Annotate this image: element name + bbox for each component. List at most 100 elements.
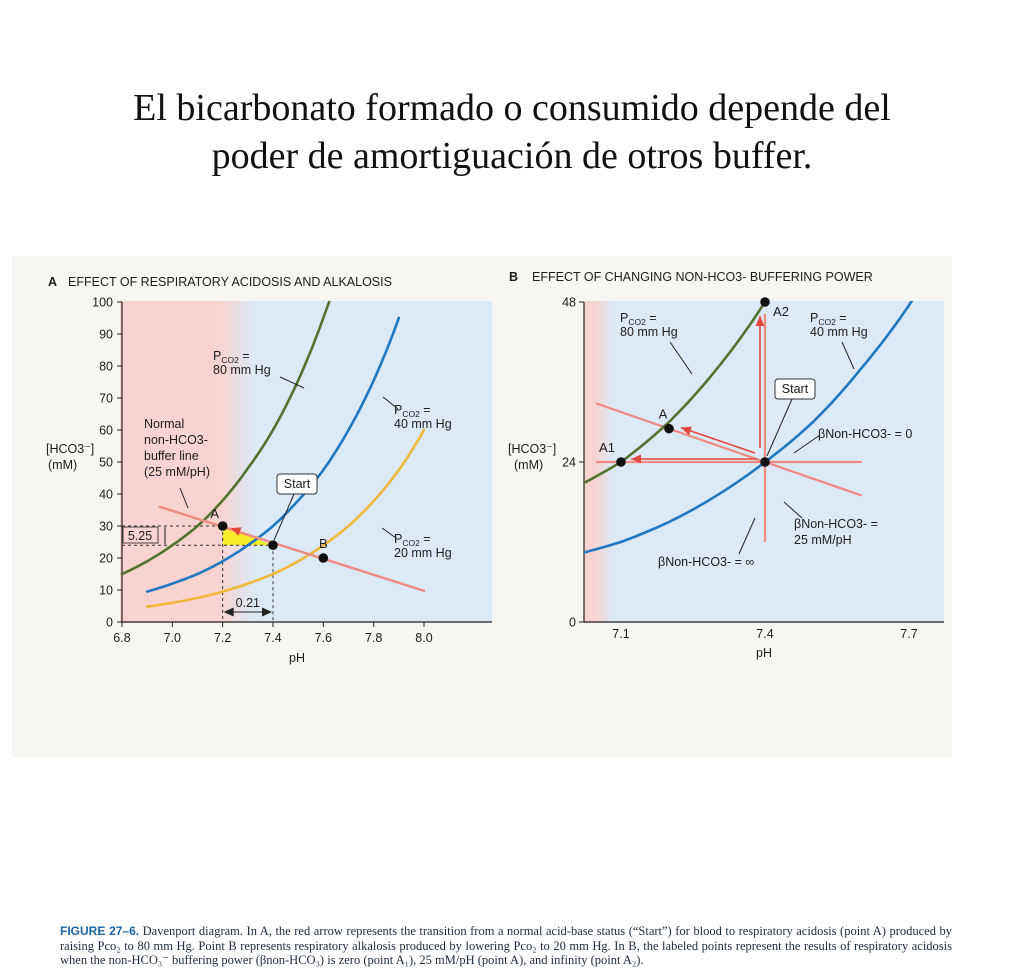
panel-a-dx-head-right (262, 607, 272, 617)
panel-b-arrow-a2-head (755, 316, 765, 326)
title-line-2: poder de amortiguación de otros buffer. (211, 135, 813, 177)
panel-b-start-leader (766, 398, 793, 457)
davenport-figure: A EFFECT OF RESPIRATORY ACIDOSIS AND ALKA… (46, 270, 944, 665)
panel-a-leader-40 (382, 396, 399, 410)
panel-a-ytick-label: 60 (99, 424, 113, 438)
panel-a-dy-label: 5.25 (128, 529, 152, 543)
panel-b-curve-pco2-80 (584, 301, 767, 485)
panel-a-normal-label-line: non-HCO3- (144, 433, 208, 447)
panel-a-ytick-label: 10 (99, 584, 113, 598)
panel-a-ytick-label: 30 (99, 520, 113, 534)
panel-a-y-unit: (mM) (48, 458, 77, 472)
panel-b-label-pco2-40-value: 40 mm Hg (810, 325, 868, 339)
panel-a-letter: A (48, 275, 57, 289)
panel-a-background (120, 301, 492, 623)
panel-b-point-a1 (616, 457, 626, 467)
panel-a-ytick-label: 0 (106, 616, 113, 630)
panel-a-start-box (276, 473, 318, 495)
panel-a-curve-pco2-80 (120, 301, 331, 576)
panel-a-ytick-label: 100 (92, 296, 113, 310)
panel-b-y-unit: (mM) (514, 458, 543, 472)
panel-a-curve-pco2-40 (145, 316, 401, 593)
panel-a-y-label: [HCO3⁻] (46, 442, 94, 456)
panel-a-dx-head-left (223, 607, 234, 617)
panel-a-start-label: Start (284, 477, 311, 491)
panel-b-arrow-a1-head (631, 454, 641, 464)
panel-b-leader-40 (841, 341, 855, 370)
panel-b-leader-beta-infinity (738, 517, 756, 555)
panel-a-leader-80 (279, 376, 305, 389)
panel-a-normal-label-line: buffer line (144, 449, 199, 463)
panel-a-xtick-label: 6.8 (113, 631, 130, 645)
panel-a-normal-leader (179, 487, 189, 509)
panel-b-arrow-a-shaft (680, 426, 756, 454)
panel-b-arrow-a-head (681, 426, 692, 436)
panel-a-shaded-triangle (222, 526, 273, 546)
panel-a-normal-label-line: (25 mM/pH) (144, 465, 210, 479)
figure-scan: A EFFECT OF RESPIRATORY ACIDOSIS AND ALKA… (12, 256, 952, 967)
caption-label: FIGURE 27–6. (60, 924, 140, 938)
panel-b-point-a (664, 423, 674, 434)
panel-b-leader-beta-25 (783, 501, 803, 519)
panel-a-xtick-label: 7.8 (365, 631, 382, 645)
panel-b-label-pco2-40: PCO2 = (810, 311, 847, 327)
panel-b-start-label: Start (782, 382, 809, 396)
slide-title: El bicarbonato formado o consumido depen… (0, 84, 1024, 180)
panel-b-xtick-label: 7.1 (612, 627, 629, 641)
panel-b-label-beta-zero: βNon-HCO3- = 0 (818, 427, 912, 441)
panel-b-label-beta-25: βNon-HCO3- = (794, 517, 878, 531)
panel-b-xtick-label: 7.4 (756, 627, 773, 641)
panel-a-label-pco2-80: PCO2 = (213, 349, 250, 365)
panel-a-label-pco2-20: PCO2 = (394, 532, 431, 548)
figure-caption: FIGURE 27–6. Davenport diagram. In A, th… (60, 924, 952, 968)
title-line-1: El bicarbonato formado o consumido depen… (133, 87, 891, 129)
panel-a-point-a (217, 521, 228, 531)
panel-a-xtick-label: 7.0 (164, 631, 181, 645)
panel-b-point-a-label: A (659, 407, 668, 422)
panel-a-point-start (268, 540, 278, 550)
panel-a-point-b (318, 553, 329, 563)
panel-b-point-a2 (760, 297, 770, 307)
panel-a-buffer-line (158, 505, 426, 592)
panel-b-point-a2-label: A2 (773, 304, 789, 319)
panel-b-ytick-label: 0 (569, 616, 576, 630)
panel-b-start-box (774, 378, 816, 400)
panel-a-ytick-label: 80 (99, 360, 113, 374)
panel-b-x-label: pH (756, 646, 772, 660)
panel-a-dy-box-border (122, 526, 159, 544)
panel-a-start-leader (273, 493, 295, 541)
panel-b-label-beta-25-value: 25 mM/pH (794, 533, 852, 547)
panel-a-ytick-label: 20 (99, 552, 113, 566)
panel-a-ytick-label: 40 (99, 488, 113, 502)
panel-b-label-pco2-80: PCO2 = (620, 311, 657, 327)
panel-b-buffer-line-25 (595, 402, 863, 497)
panel-a-transition-arrow (230, 527, 242, 536)
panel-a-xtick-label: 8.0 (415, 631, 432, 645)
panel-b-leader-beta-zero (793, 434, 821, 454)
undefined: PCO2 = (394, 403, 431, 419)
panel-b-label-pco2-80-value: 80 mm Hg (620, 325, 678, 339)
panel-a-x-label: pH (289, 651, 305, 665)
panel-b-point-start (760, 457, 770, 467)
panel-b-y-label: [HCO3⁻] (508, 442, 556, 456)
panel-b-point-a1-label: A1 (599, 440, 615, 455)
panel-a-xtick-label: 7.4 (264, 631, 281, 645)
panel-a-dx-label: 0.21 (236, 596, 260, 610)
panel-a-normal-label-line: Normal (144, 417, 184, 431)
panel-a-point-a-label: A (210, 506, 219, 521)
panel-a-leader-20 (381, 527, 397, 539)
panel-b-xtick-label: 7.7 (900, 627, 917, 641)
panel-a-xtick-label: 7.2 (214, 631, 231, 645)
panel-a-dy-box (123, 527, 158, 543)
panel-b-ytick-label: 24 (562, 456, 576, 470)
panel-a-xtick-label: 7.6 (315, 631, 332, 645)
panel-a-title: EFFECT OF RESPIRATORY ACIDOSIS AND ALKAL… (68, 275, 392, 289)
panel-b-leader-80 (669, 341, 693, 375)
panel-a-ytick-label: 90 (99, 328, 113, 342)
panel-b-letter: B (509, 270, 518, 284)
panel-b-title: EFFECT OF CHANGING NON-HCO3- BUFFERING P… (532, 270, 873, 284)
panel-a-label-pco2-20-value: 20 mm Hg (394, 546, 452, 560)
panel-b-ytick-label: 48 (562, 296, 576, 310)
panel-a-ytick-label: 50 (99, 456, 113, 470)
caption-text: Davenport diagram. In A, the red arrow r… (60, 924, 953, 968)
